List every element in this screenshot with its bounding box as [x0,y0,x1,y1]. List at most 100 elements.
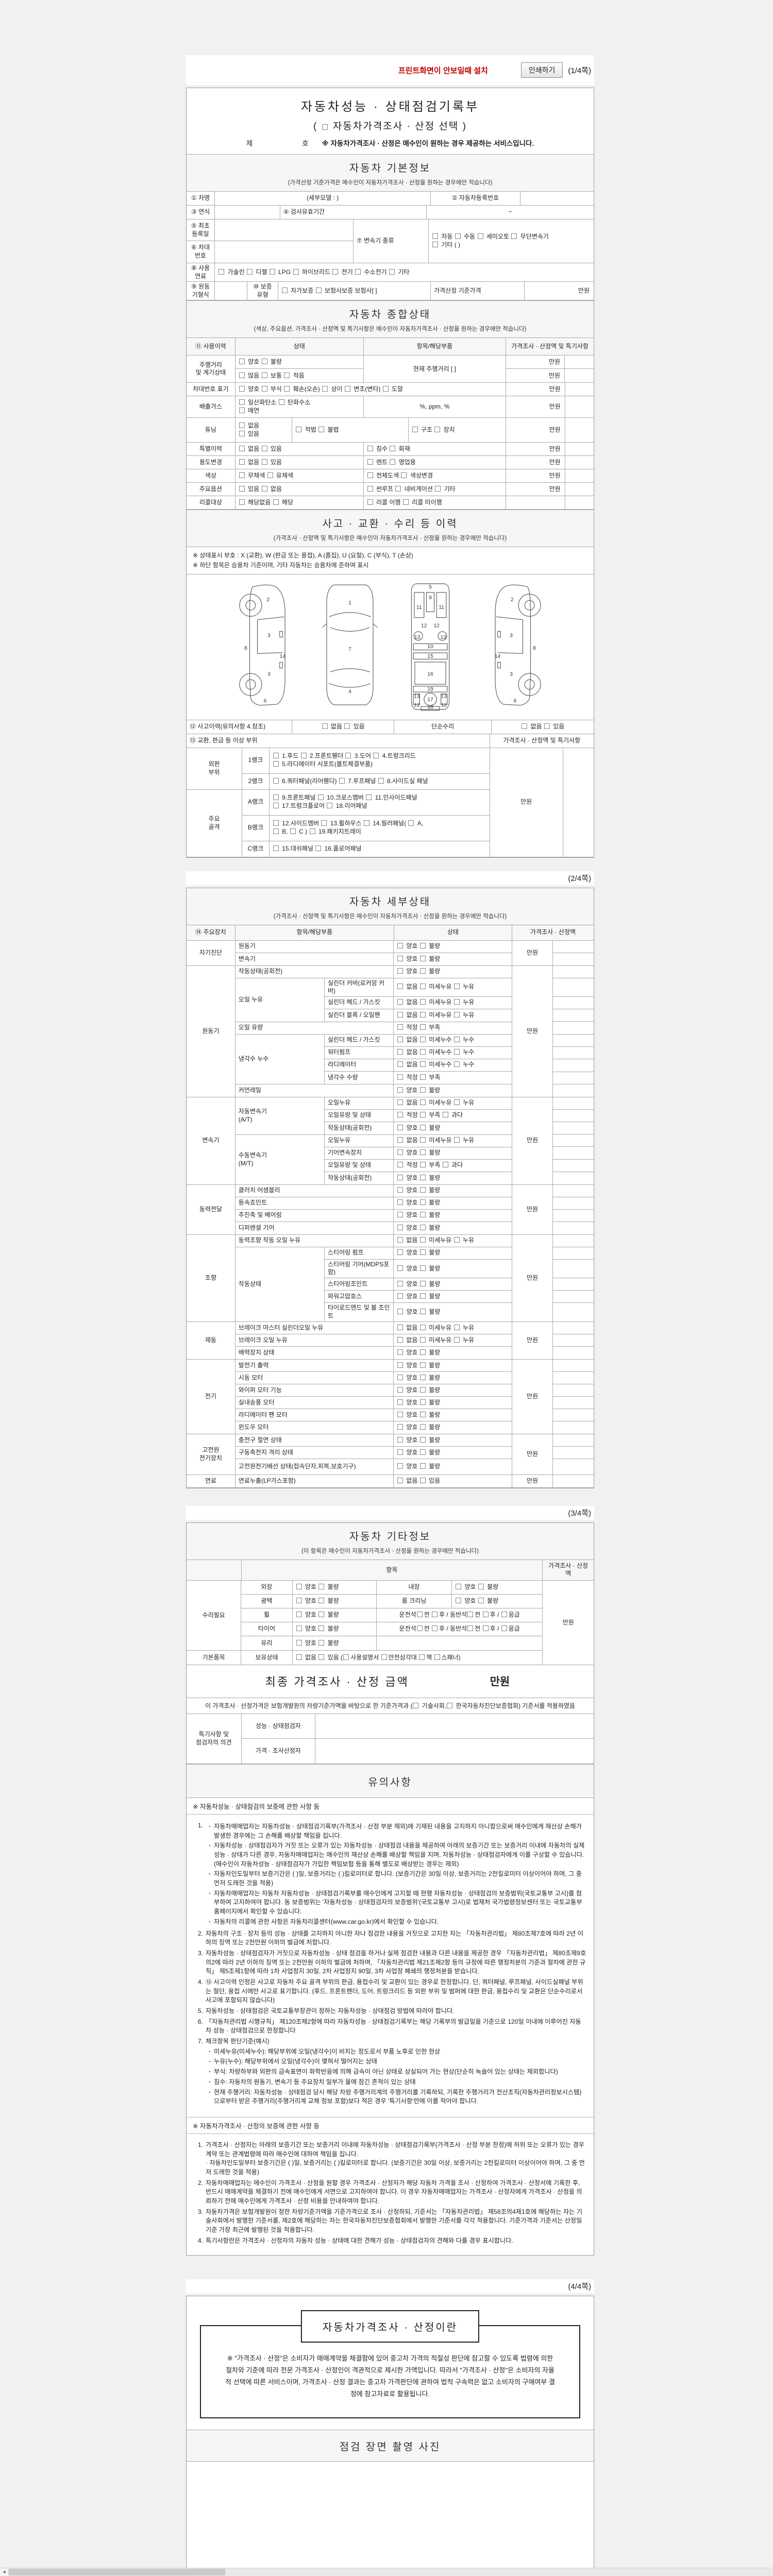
checkbox[interactable] [367,486,373,492]
horizontal-scrollbar[interactable]: ◄ [0,2568,773,2576]
checkbox[interactable] [397,1249,404,1256]
checkbox[interactable] [419,1336,426,1343]
checkbox[interactable] [344,723,350,729]
checkbox[interactable] [420,1149,426,1156]
checkbox[interactable] [318,1625,325,1632]
checkbox[interactable] [419,943,426,949]
checkbox[interactable] [397,1099,404,1106]
checkbox[interactable] [432,1625,438,1632]
checkbox[interactable] [327,803,333,809]
checkbox[interactable] [432,1612,438,1618]
checkbox[interactable] [239,430,245,436]
checkbox[interactable] [318,1612,325,1618]
checkbox[interactable] [296,1654,302,1660]
checkbox[interactable] [420,1265,426,1271]
checkbox[interactable] [419,1411,426,1417]
checkbox[interactable] [381,1654,387,1660]
checkbox[interactable] [453,1037,460,1043]
checkbox[interactable] [478,1584,484,1590]
checkbox[interactable] [397,1237,404,1243]
checkbox[interactable] [419,1654,425,1660]
checkbox[interactable] [477,233,483,240]
checkbox[interactable] [420,1099,426,1106]
checkbox[interactable] [419,1199,426,1206]
checkbox[interactable] [395,486,401,492]
checkbox[interactable] [261,372,267,378]
checkbox[interactable] [501,1612,507,1618]
checkbox[interactable] [281,287,288,293]
checkbox[interactable] [397,1411,404,1417]
checkbox[interactable] [419,1187,426,1193]
checkbox[interactable] [420,1037,426,1043]
checkbox[interactable] [363,820,369,826]
checkbox[interactable] [382,386,389,392]
checkbox[interactable] [432,242,439,247]
checkbox[interactable] [435,486,441,492]
checkbox[interactable] [296,1625,302,1632]
checkbox[interactable] [420,1049,426,1055]
checkbox[interactable] [273,820,279,826]
checkbox[interactable] [420,1074,426,1080]
checkbox[interactable] [419,1087,426,1093]
checkbox[interactable] [367,499,373,505]
checkbox[interactable] [273,753,279,759]
checkbox[interactable] [420,1137,426,1143]
checkbox[interactable] [293,268,299,275]
print-install-link[interactable]: 프린트화면이 안보일때 설치 [398,66,488,75]
checkbox[interactable] [397,1187,404,1193]
checkbox[interactable] [332,268,339,275]
checkbox[interactable] [318,427,325,433]
checkbox[interactable] [397,1149,404,1156]
checkbox[interactable] [397,1049,404,1055]
checkbox[interactable] [442,1162,448,1168]
checkbox[interactable] [397,1212,404,1218]
checkbox[interactable] [453,1061,460,1067]
checkbox[interactable] [397,968,404,974]
checkbox[interactable] [309,828,315,835]
checkbox[interactable] [397,1436,404,1443]
scrollbar-thumb[interactable] [9,2569,225,2575]
checkbox[interactable] [419,1024,426,1030]
checkbox[interactable] [482,1625,489,1632]
checkbox[interactable] [416,1625,423,1632]
checkbox[interactable] [419,1399,426,1405]
checkbox[interactable] [420,1280,426,1286]
checkbox[interactable] [478,1598,484,1604]
checkbox[interactable] [432,233,439,240]
checkbox[interactable] [355,268,361,275]
checkbox[interactable] [408,820,414,826]
checkbox[interactable] [318,1654,325,1660]
checkbox[interactable] [269,268,275,275]
checkbox[interactable] [239,422,245,429]
checkbox[interactable] [401,472,407,479]
checkbox[interactable] [261,446,267,452]
checkbox[interactable] [455,233,461,240]
checkbox[interactable] [453,1099,460,1106]
checkbox[interactable] [239,486,245,492]
checkbox[interactable] [296,1612,302,1618]
checkbox[interactable] [419,1349,426,1355]
checkbox[interactable] [322,723,328,729]
checkbox[interactable] [273,828,279,835]
checkbox[interactable] [420,1124,426,1130]
checkbox[interactable] [419,1374,426,1380]
checkbox[interactable] [397,1478,404,1484]
checkbox[interactable] [273,794,279,801]
checkbox[interactable] [273,803,279,809]
checkbox[interactable] [397,1112,404,1118]
checkbox[interactable] [501,1625,507,1632]
checkbox[interactable] [419,1237,426,1243]
checkbox[interactable] [239,407,245,413]
checkbox[interactable] [397,1386,404,1393]
checkbox[interactable] [339,777,345,784]
checkbox[interactable] [420,1249,426,1256]
checkbox[interactable] [318,1598,325,1604]
checkbox[interactable] [397,1349,404,1355]
checkbox[interactable] [453,1336,460,1343]
checkbox[interactable] [397,1061,404,1067]
checkbox[interactable] [419,1324,426,1330]
checkbox[interactable] [419,1386,426,1393]
checkbox[interactable] [322,124,328,130]
checkbox[interactable] [434,427,441,433]
checkbox[interactable] [412,427,418,433]
